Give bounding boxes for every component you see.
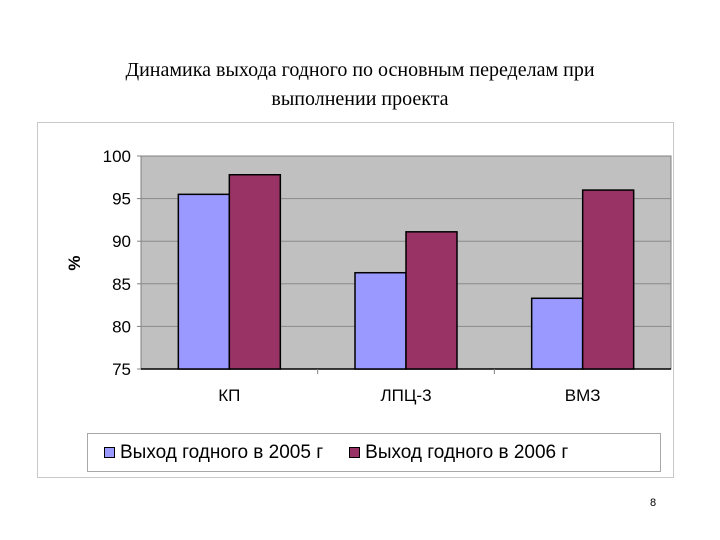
legend-item-2005: Выход годного в 2005 г (104, 442, 323, 464)
bar-chart: 75 80 85 90 95 100% КП ЛПЦ-3 ВМЗ (65, 147, 672, 405)
y-axis-label: % (65, 255, 84, 270)
page-number: 8 (650, 497, 657, 509)
bar-2006 (228, 173, 282, 370)
y-tick-label: 95 (112, 190, 131, 209)
x-tick-label: ВМЗ (565, 386, 601, 405)
legend-swatch-2005 (104, 447, 115, 458)
bar-2006 (581, 189, 635, 370)
bar-2005 (177, 193, 231, 370)
y-tick-label: 90 (112, 232, 131, 251)
legend-label-2005: Выход годного в 2005 г (120, 441, 324, 463)
y-tick-label: 80 (112, 317, 131, 336)
legend-swatch-2006 (349, 447, 361, 458)
legend-label-2006: Выход годного в 2006 г (365, 441, 569, 463)
slide-title-line-1: Динамика выхода годного по основным пере… (125, 59, 595, 81)
slide-title: Динамика выхода годного по основным пере… (40, 56, 680, 114)
chart-frame: 75 80 85 90 95 100% КП ЛПЦ-3 ВМЗ (37, 122, 674, 478)
bar-2005 (530, 297, 584, 370)
y-tick-label: 75 (112, 360, 131, 379)
x-tick-label: КП (218, 386, 240, 405)
x-tick-label: ЛПЦ-3 (380, 386, 431, 405)
slide-title-line-2: выполнении проекта (271, 88, 449, 110)
y-tick-label: 100 (103, 147, 131, 166)
bar-2005 (354, 271, 407, 370)
y-tick-label: 85 (112, 275, 131, 294)
bar-2006 (405, 231, 458, 370)
chart-legend: Выход годного в 2005 г Выход годного в 2… (87, 433, 661, 472)
legend-item-2006: Выход годного в 2006 г (349, 442, 568, 464)
